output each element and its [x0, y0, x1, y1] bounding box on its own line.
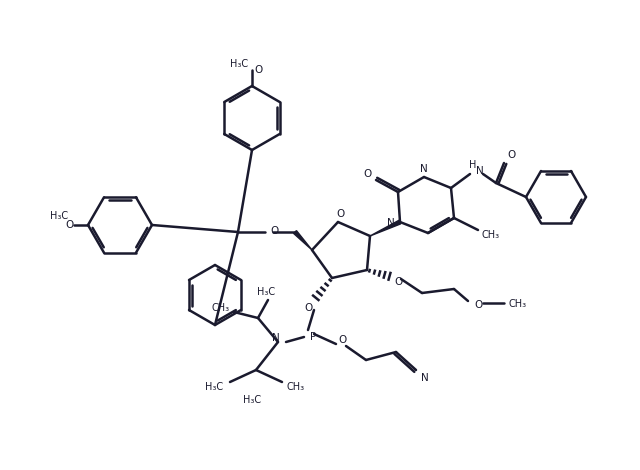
Text: H₃C: H₃C — [205, 382, 223, 392]
Text: N: N — [272, 333, 280, 343]
Text: N: N — [420, 164, 428, 174]
Text: O: O — [338, 335, 346, 345]
Text: O: O — [474, 300, 482, 310]
Text: O: O — [66, 220, 74, 230]
Text: P: P — [310, 332, 316, 342]
Text: N: N — [421, 373, 429, 383]
Text: O: O — [304, 303, 312, 313]
Text: N: N — [387, 218, 395, 228]
Text: H₃C: H₃C — [243, 395, 261, 405]
Text: H₃C: H₃C — [230, 59, 248, 69]
Text: O: O — [507, 150, 515, 160]
Text: H₃C: H₃C — [257, 287, 275, 297]
Polygon shape — [294, 231, 312, 250]
Text: O: O — [363, 169, 371, 179]
Text: CH₃: CH₃ — [287, 382, 305, 392]
Text: H₃C: H₃C — [50, 211, 68, 221]
Polygon shape — [370, 220, 401, 236]
Text: H: H — [469, 160, 477, 170]
Text: CH₃: CH₃ — [212, 303, 230, 313]
Text: O: O — [336, 209, 344, 219]
Text: O: O — [254, 65, 262, 75]
Text: N: N — [476, 166, 484, 176]
Text: CH₃: CH₃ — [482, 230, 500, 240]
Text: O: O — [270, 226, 278, 236]
Text: CH₃: CH₃ — [509, 299, 527, 309]
Text: O: O — [394, 277, 402, 287]
